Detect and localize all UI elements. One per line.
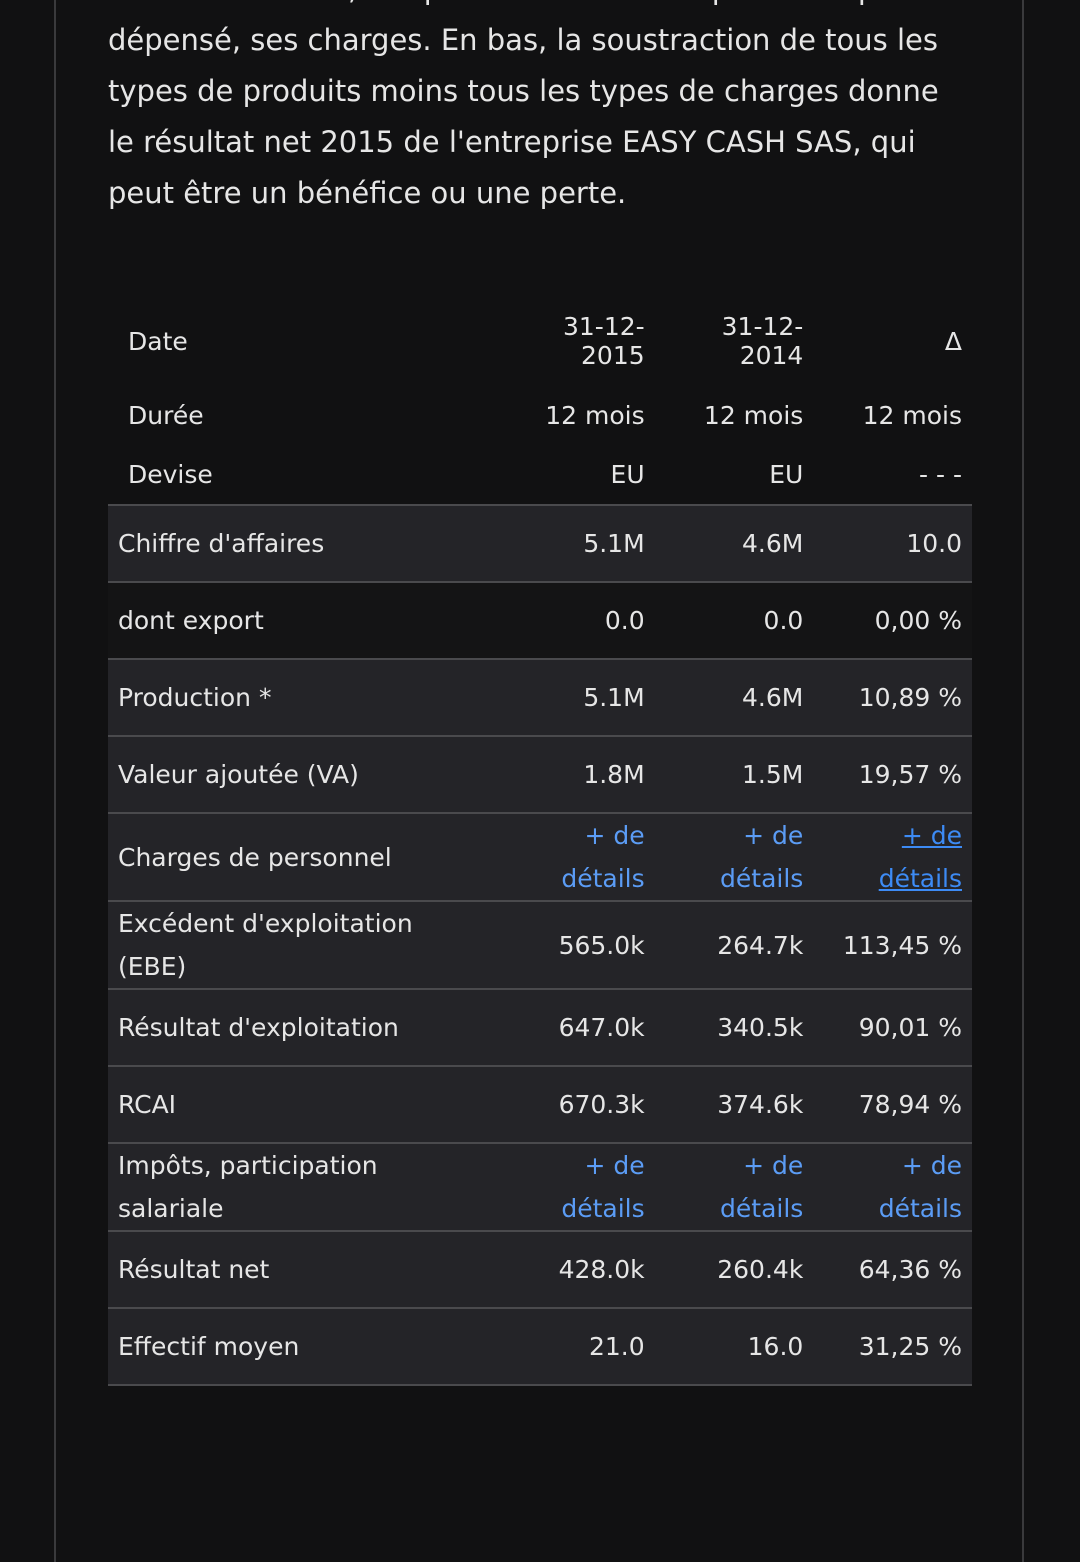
- details-link[interactable]: + de détails: [720, 821, 804, 893]
- row-label: Production *: [108, 658, 496, 737]
- header-cell: 31-12-2014: [655, 296, 814, 386]
- data-row: Impôts, participation salariale + de déta…: [108, 1142, 972, 1232]
- data-row: Valeur ajoutée (VA) 1.8M 1.5M 19,57 %: [108, 735, 972, 814]
- value-cell: 4.6M: [654, 504, 814, 583]
- details-link[interactable]: + de détails: [878, 1151, 962, 1223]
- header-row: Durée 12 mois 12 mois 12 mois: [108, 386, 972, 445]
- value-cell: + de détails: [496, 1142, 655, 1232]
- row-label: Effectif moyen: [108, 1307, 496, 1386]
- intro-text: cours de l'année, ses produits et tout c…: [108, 0, 988, 219]
- value-cell: 19,57 %: [813, 735, 972, 814]
- value-cell: 10,89 %: [813, 658, 972, 737]
- value-cell: 0.0: [496, 581, 655, 660]
- value-cell: 10.0: [813, 504, 972, 583]
- header-row: Date 31-12-2015 31-12-2014 Δ: [108, 296, 972, 386]
- row-label: Résultat d'exploitation: [108, 988, 496, 1067]
- value-cell: 670.3k: [496, 1065, 655, 1144]
- value-cell: 4.6M: [654, 658, 814, 737]
- value-cell: + de détails: [654, 812, 814, 902]
- value-cell: + de détails: [813, 812, 972, 902]
- value-cell: 16.0: [654, 1307, 814, 1386]
- header-cell: 12 mois: [703, 401, 804, 430]
- data-row: Production * 5.1M 4.6M 10,89 %: [108, 658, 972, 737]
- header-cell: - - -: [919, 460, 962, 489]
- details-link[interactable]: + de détails: [878, 821, 962, 893]
- value-cell: 565.0k: [496, 900, 655, 990]
- details-link[interactable]: + de détails: [561, 1151, 645, 1223]
- intro-line: peut être un bénéfice ou une perte.: [108, 176, 627, 210]
- details-link[interactable]: + de détails: [720, 1151, 804, 1223]
- row-label: Excédent d'exploitation (EBE): [108, 900, 496, 990]
- intro-line: types de produits moins tous les types d…: [108, 74, 939, 108]
- value-cell: 64,36 %: [813, 1230, 972, 1309]
- header-cell: EU: [769, 460, 804, 489]
- row-label: Résultat net: [108, 1230, 496, 1309]
- data-row: Résultat d'exploitation 647.0k 340.5k 90,01…: [108, 988, 972, 1067]
- header-label: Durée: [128, 401, 204, 430]
- data-row: Excédent d'exploitation (EBE) 565.0k 264.7…: [108, 900, 972, 990]
- value-cell: 0,00 %: [813, 581, 972, 660]
- header-cell: 31-12-2015: [496, 296, 655, 386]
- value-cell: + de détails: [654, 1142, 814, 1232]
- row-label: Charges de personnel: [108, 812, 496, 902]
- row-label: Valeur ajoutée (VA): [108, 735, 496, 814]
- value-cell: 264.7k: [654, 900, 814, 990]
- financial-table: Date 31-12-2015 31-12-2014 Δ Durée 12 mois 12 …: [108, 296, 972, 1386]
- value-cell: 647.0k: [496, 988, 655, 1067]
- value-cell: 1.5M: [654, 735, 814, 814]
- header-cell: 12 mois: [545, 401, 645, 430]
- value-cell: 0.0: [654, 581, 814, 660]
- value-cell: + de détails: [813, 1142, 972, 1232]
- data-row: RCAI 670.3k 374.6k 78,94 %: [108, 1065, 972, 1144]
- data-row: Résultat net 428.0k 260.4k 64,36 %: [108, 1230, 972, 1309]
- header-label: Date: [128, 326, 188, 356]
- intro-line: le résultat net 2015 de l'entreprise EAS…: [108, 125, 916, 159]
- value-cell: 260.4k: [654, 1230, 814, 1309]
- value-cell: 113,45 %: [813, 900, 972, 990]
- header-cell: 12 mois: [862, 401, 962, 430]
- value-cell: 340.5k: [654, 988, 814, 1067]
- header-cell: Δ: [944, 326, 962, 356]
- value-cell: 78,94 %: [813, 1065, 972, 1144]
- content-frame: [54, 0, 1024, 1562]
- row-label: dont export: [108, 581, 496, 660]
- data-row: Effectif moyen 21.0 16.0 31,25 %: [108, 1307, 972, 1386]
- row-label: Impôts, participation salariale: [108, 1142, 496, 1232]
- header-date: 31-12-2015: [562, 312, 645, 370]
- data-row: Chiffre d'affaires 5.1M 4.6M 10.0: [108, 504, 972, 583]
- data-row: dont export 0.0 0.0 0,00 %: [108, 581, 972, 660]
- value-cell: + de détails: [496, 812, 655, 902]
- row-label: Chiffre d'affaires: [108, 504, 496, 583]
- value-cell: 1.8M: [496, 735, 655, 814]
- header-cell: EU: [610, 460, 645, 489]
- intro-line: dépensé, ses charges. En bas, la soustra…: [108, 23, 938, 57]
- data-row: Charges de personnel + de détails + de dét…: [108, 812, 972, 902]
- details-link[interactable]: + de détails: [561, 821, 645, 893]
- header-row: Devise EU EU - - -: [108, 445, 972, 505]
- header-date: 31-12-2014: [721, 312, 804, 370]
- value-cell: 5.1M: [496, 504, 655, 583]
- value-cell: 428.0k: [496, 1230, 655, 1309]
- value-cell: 5.1M: [496, 658, 655, 737]
- value-cell: 90,01 %: [813, 988, 972, 1067]
- value-cell: 21.0: [496, 1307, 655, 1386]
- row-label: RCAI: [108, 1065, 496, 1144]
- header-label: Devise: [128, 460, 213, 489]
- intro-line: cours de l'année, ses produits et tout c…: [108, 0, 988, 15]
- value-cell: 374.6k: [654, 1065, 814, 1144]
- value-cell: 31,25 %: [813, 1307, 972, 1386]
